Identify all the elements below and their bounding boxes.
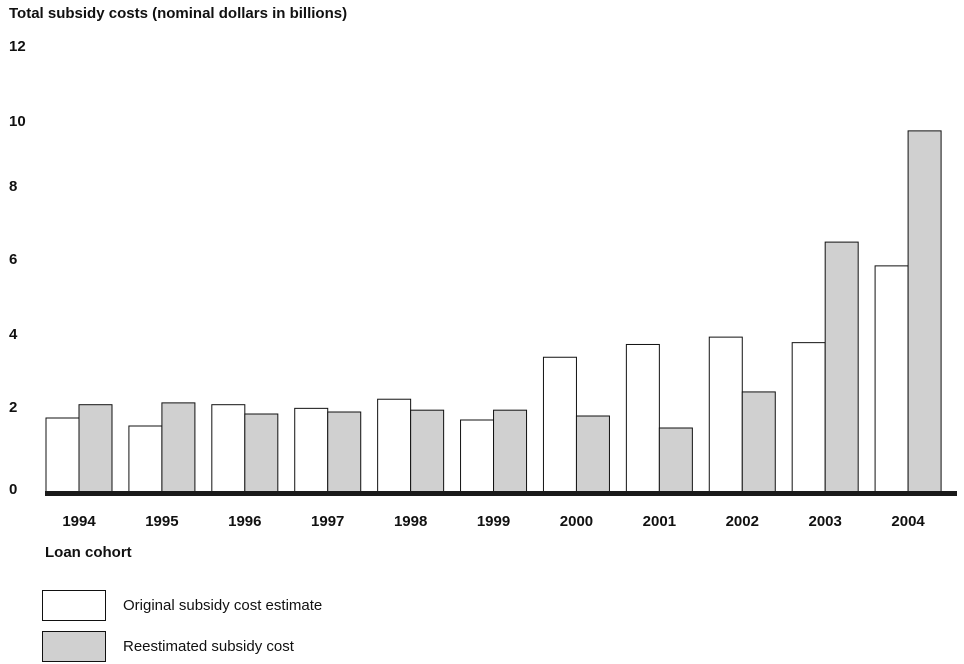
x-tick-label-1999: 1999	[477, 513, 510, 530]
bar-reestimated-1995	[161, 402, 196, 493]
bar-reestimated-2002	[741, 391, 776, 493]
y-tick-label-4: 4	[9, 326, 18, 343]
legend-swatch-original	[42, 590, 106, 621]
x-tick-label-1994: 1994	[62, 513, 96, 530]
x-tick-label-2001: 2001	[643, 513, 676, 530]
x-tick-label-1995: 1995	[145, 513, 178, 530]
bar-original-1999	[460, 419, 495, 493]
y-tick-label-2: 2	[9, 399, 17, 416]
x-tick-label-2004: 2004	[891, 513, 925, 530]
bar-original-2004	[874, 265, 909, 493]
bar-reestimated-2001	[658, 427, 693, 493]
bar-original-1998	[377, 398, 412, 493]
bar-original-1997	[294, 407, 329, 493]
bar-original-1995	[128, 425, 163, 493]
x-tick-label-1997: 1997	[311, 513, 344, 530]
bar-reestimated-1996	[244, 413, 279, 493]
x-axis-line	[45, 491, 957, 496]
bar-original-1994	[45, 417, 80, 493]
y-tick-label-12: 12	[9, 38, 26, 55]
y-tick-label-8: 8	[9, 178, 17, 195]
bar-reestimated-2000	[575, 415, 610, 493]
x-tick-label-1998: 1998	[394, 513, 427, 530]
y-tick-label-0: 0	[9, 481, 17, 498]
bar-reestimated-1998	[410, 409, 445, 493]
bar-chart: 0 2 4 6 8 10 12 1994 1995 1996 1997 1998 1999 2000 200…	[9, 38, 957, 530]
legend-item-original: Original subsidy cost estimate	[42, 590, 442, 623]
bar-original-2003	[791, 342, 826, 493]
bar-original-2000	[542, 356, 577, 493]
bar-reestimated-2004	[907, 130, 942, 493]
x-axis-title: Loan cohort	[45, 544, 132, 561]
bar-reestimated-1994	[78, 404, 113, 493]
x-tick-label-1996: 1996	[228, 513, 261, 530]
y-axis-title: Total subsidy costs (nominal dollars in …	[9, 5, 348, 22]
bar-reestimated-1997	[327, 411, 362, 493]
x-tick-label-2000: 2000	[560, 513, 593, 530]
legend-label-reestimated: Reestimated subsidy cost	[123, 638, 294, 655]
bar-reestimated-2003	[824, 241, 859, 493]
legend-swatch-reestimated	[42, 631, 106, 662]
y-tick-label-10: 10	[9, 113, 26, 130]
x-tick-label-2002: 2002	[726, 513, 759, 530]
bar-original-2001	[625, 343, 660, 493]
bar-original-1996	[211, 404, 246, 493]
y-tick-label-6: 6	[9, 251, 17, 268]
bar-reestimated-1999	[493, 409, 528, 493]
legend-item-reestimated: Reestimated subsidy cost	[42, 631, 442, 664]
bar-original-2002	[708, 336, 743, 493]
legend-label-original: Original subsidy cost estimate	[123, 597, 323, 614]
x-tick-label-2003: 2003	[808, 513, 841, 530]
